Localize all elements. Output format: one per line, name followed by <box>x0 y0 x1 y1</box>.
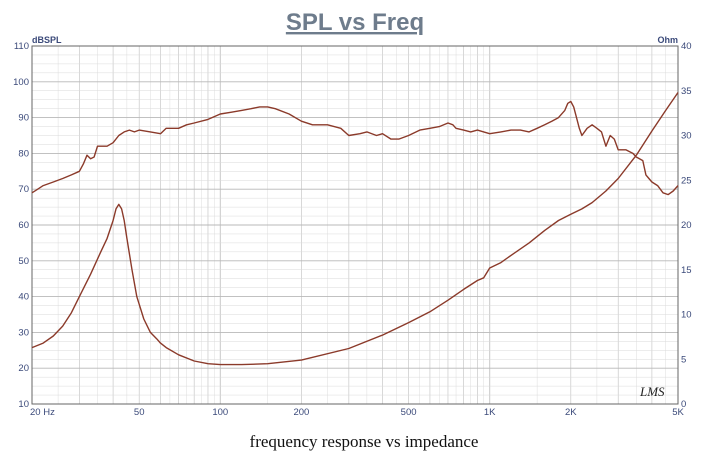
series-lines <box>31 92 679 366</box>
y2-tick-label: 30 <box>681 131 692 142</box>
tick-labels: 10 20 30 40 50 60 70 80 90 100 110 0 5 10 15 20 25 30 35 40… <box>13 41 691 418</box>
y2-axis-unit-label: Ohm <box>657 35 678 45</box>
x-tick-label: 50 <box>134 407 145 418</box>
chart-title: SPL vs Freq <box>286 9 424 36</box>
grid <box>31 45 679 405</box>
y-tick-label: 20 <box>18 363 29 374</box>
lms-logo: LMS <box>639 384 665 399</box>
y2-tick-label: 25 <box>681 175 692 186</box>
y-tick-label: 10 <box>18 399 29 410</box>
y-tick-label: 80 <box>18 148 29 159</box>
y2-tick-label: 40 <box>681 41 692 52</box>
y-tick-label: 90 <box>18 113 29 124</box>
y2-tick-label: 35 <box>681 86 692 97</box>
y2-tick-label: 5 <box>681 354 686 365</box>
y2-tick-label: 15 <box>681 265 692 276</box>
y-axis-unit-label: dBSPL <box>32 35 62 45</box>
y-tick-label: 60 <box>18 220 29 231</box>
x-tick-label: 500 <box>401 407 417 418</box>
y-tick-label: 70 <box>18 184 29 195</box>
impedance-curve <box>31 92 679 366</box>
x-tick-label: 20 Hz <box>30 407 55 418</box>
y2-tick-label: 10 <box>681 310 692 321</box>
y2-tick-label: 20 <box>681 220 692 231</box>
x-tick-label: 200 <box>293 407 309 418</box>
chart-caption: frequency response vs impedance <box>250 432 479 451</box>
y-tick-label: 30 <box>18 327 29 338</box>
plot-frame <box>31 45 679 405</box>
spl-curve <box>31 100 679 196</box>
x-tick-label: 1K <box>484 407 496 418</box>
x-tick-label: 5K <box>672 407 684 418</box>
x-tick-label: 2K <box>565 407 577 418</box>
y-tick-label: 40 <box>18 292 29 303</box>
y2-tick-label: 0 <box>681 399 686 410</box>
y-tick-label: 50 <box>18 256 29 267</box>
y-tick-label: 100 <box>13 77 29 88</box>
y-tick-label: 110 <box>14 41 29 52</box>
x-tick-label: 100 <box>212 407 228 418</box>
